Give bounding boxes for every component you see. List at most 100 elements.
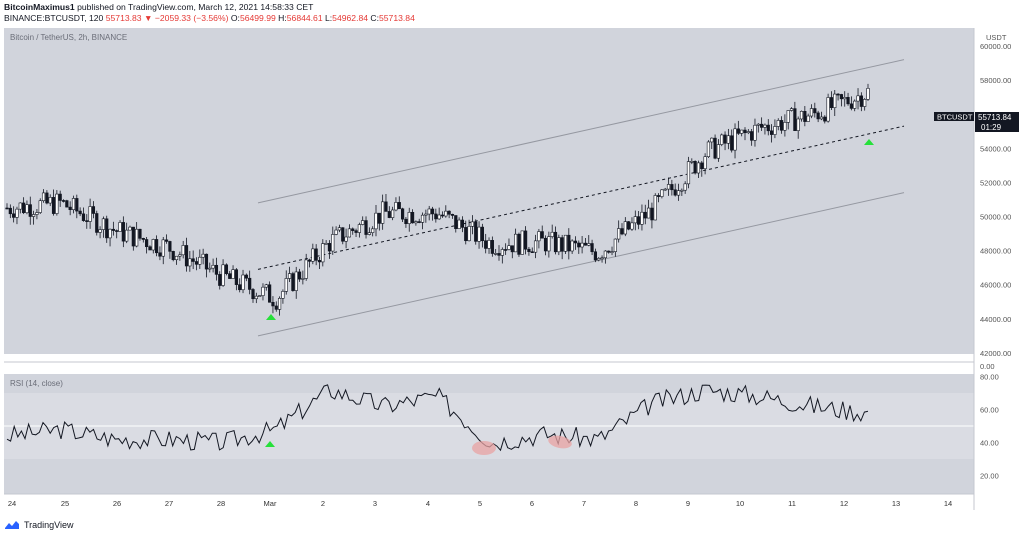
candle-body	[158, 252, 162, 257]
candle-body	[178, 254, 182, 257]
candle-body	[248, 277, 252, 290]
candle-body	[121, 222, 125, 242]
close-value: 55713.84	[379, 13, 415, 23]
candle-body	[437, 214, 441, 220]
candle-body	[720, 134, 724, 145]
candle-body	[673, 189, 677, 196]
rsi-divergence-highlight	[548, 435, 572, 449]
date-tick-label: 10	[736, 499, 744, 508]
candle-body	[769, 130, 774, 135]
candle-body	[447, 210, 451, 215]
candle-body	[65, 200, 69, 208]
candle-body	[238, 284, 242, 291]
candle-body	[504, 249, 508, 251]
candle-body	[141, 238, 145, 240]
candle-body	[271, 301, 275, 307]
arrow-up-icon	[864, 139, 874, 145]
candle-body	[128, 226, 132, 231]
candle-body	[321, 243, 325, 263]
candle-body	[630, 222, 634, 230]
tradingview-brand[interactable]: TradingView	[24, 520, 74, 530]
candle-body	[597, 258, 601, 261]
date-tick-label: 2	[321, 499, 325, 508]
candle-body	[474, 221, 478, 242]
date-tick-label: 27	[165, 499, 173, 508]
candle-body	[374, 212, 378, 230]
candle-body	[813, 108, 817, 114]
author-name[interactable]: BitcoinMaximus1	[4, 2, 75, 12]
candle-body	[115, 230, 119, 232]
candle-body	[600, 257, 604, 260]
candle-body	[494, 253, 498, 255]
candle-body	[181, 245, 185, 256]
candle-body	[740, 129, 744, 134]
candle-body	[138, 228, 142, 239]
candle-body	[394, 202, 398, 211]
open-value: 56499.99	[239, 13, 276, 23]
candle-body	[98, 229, 102, 233]
candle-body	[610, 251, 614, 253]
candle-body	[85, 220, 89, 222]
candle-body	[268, 284, 272, 303]
candle-body	[527, 248, 531, 252]
candle-body	[490, 240, 494, 254]
rsi-tick-label: 60.00	[980, 406, 999, 415]
candle-body	[168, 241, 172, 252]
candle-body	[254, 295, 258, 300]
candle-body	[58, 193, 62, 201]
candle-body	[477, 226, 481, 242]
candle-body	[613, 238, 617, 252]
candle-body	[547, 236, 551, 252]
candle-body	[111, 228, 115, 231]
open-label: O:	[230, 13, 240, 23]
candle-body	[577, 242, 581, 248]
candle-body	[623, 221, 627, 235]
candle-body	[487, 240, 491, 249]
candle-body	[404, 218, 408, 224]
candle-body	[287, 273, 292, 279]
parallel-channel[interactable]	[257, 59, 905, 337]
date-tick-label: 28	[217, 499, 225, 508]
candle-body	[301, 278, 305, 280]
candle-body	[497, 253, 501, 256]
candle-body	[228, 273, 232, 279]
rsi-tick-label: 80.00	[980, 373, 999, 382]
candle-body	[198, 256, 202, 265]
date-tick-label: 11	[788, 499, 796, 508]
candle-body	[188, 258, 192, 267]
candle-body	[833, 93, 837, 108]
candle-body	[407, 212, 411, 224]
low-label: L:	[325, 13, 333, 23]
candle-body	[327, 243, 332, 252]
price-tick-label: 60000.00	[980, 42, 1011, 51]
price-tick-label: 42000.00	[980, 349, 1011, 358]
candle-body	[533, 240, 538, 253]
candle-body	[427, 208, 431, 215]
high-value: 56844.61	[286, 13, 323, 23]
arrow-up-icon	[265, 441, 275, 447]
tradingview-logo-icon	[5, 521, 19, 529]
candle-body	[567, 234, 571, 252]
date-tick-label: 8	[634, 499, 638, 508]
candle-body	[35, 212, 39, 215]
candle-body	[12, 213, 16, 218]
candle-body	[311, 248, 315, 262]
candle-body	[666, 184, 671, 190]
date-tick-label: 14	[944, 499, 952, 508]
candle-body	[261, 286, 265, 296]
candle-body	[693, 161, 697, 174]
candle-body	[341, 227, 345, 242]
candle-body	[617, 228, 621, 240]
candle-body	[371, 228, 375, 233]
candle-body	[706, 141, 711, 158]
candle-body	[627, 221, 631, 230]
candle-body	[41, 192, 46, 202]
candle-body	[281, 291, 285, 299]
candle-body	[650, 207, 654, 221]
candle-body	[743, 129, 747, 134]
candle-body	[164, 239, 169, 242]
arrow-up-icon	[266, 314, 276, 320]
date-tick-label: Mar	[264, 499, 277, 508]
candle-body	[690, 161, 694, 163]
